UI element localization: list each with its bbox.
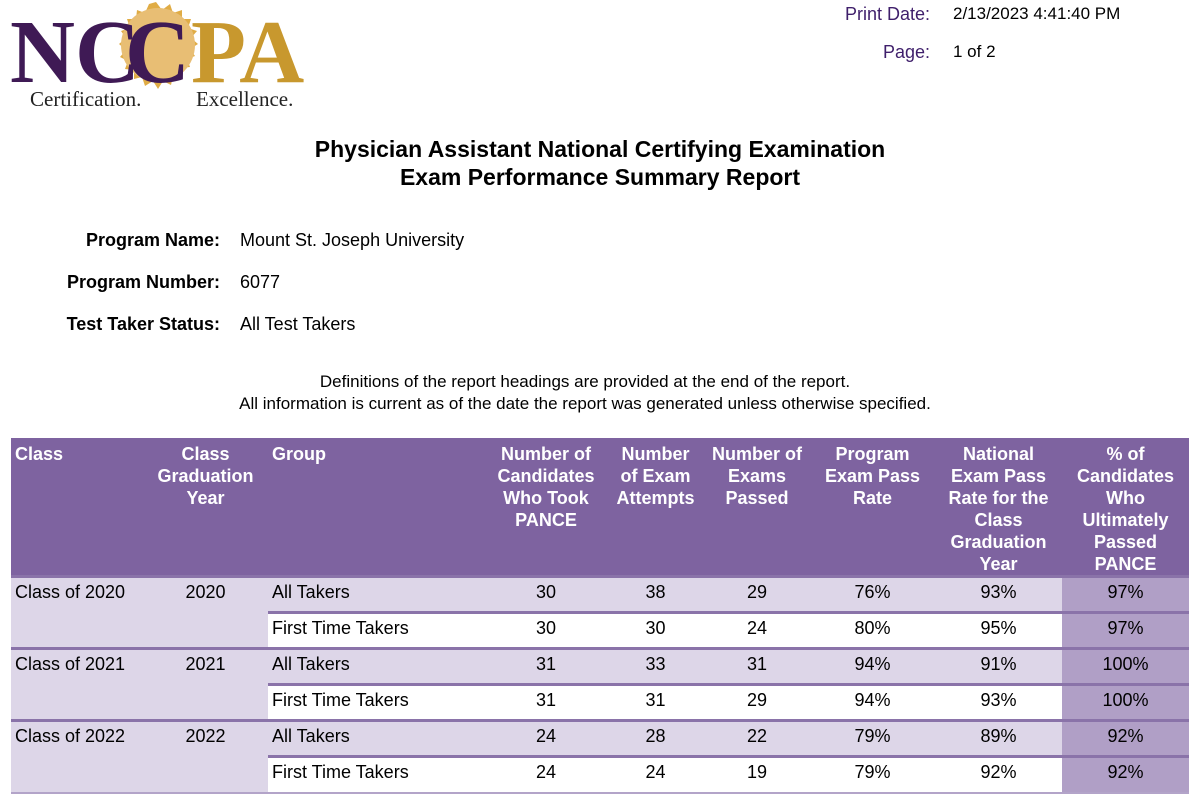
svg-text:Certification.: Certification. [30, 87, 141, 111]
test-taker-status-label: Test Taker Status: [66, 314, 220, 334]
national-rate: 93% [935, 575, 1062, 613]
test-taker-status-row: Test Taker Status: All Test Takers [0, 314, 700, 338]
header-program-rate: Program Exam Pass Rate [810, 438, 935, 577]
print-date-label: Print Date: [844, 4, 930, 24]
report-title-line1: Physician Assistant National Certifying … [314, 136, 886, 162]
program-rate: 94% [810, 647, 935, 685]
ultimately-passed: 97% [1062, 575, 1189, 613]
svg-text:Excellence.: Excellence. [196, 87, 293, 111]
program-name-row: Program Name: Mount St. Joseph Universit… [0, 230, 700, 254]
program-rate: 79% [810, 719, 935, 757]
table-row: Class of 2022 2022 All Takers 24 28 22 7… [11, 719, 1189, 794]
attempts: 28 [607, 719, 704, 757]
class-name: Class of 2021 [11, 647, 143, 721]
header-passed: Number of Exams Passed [704, 438, 810, 577]
attempts: 24 [607, 755, 704, 794]
candidates: 30 [485, 575, 607, 613]
program-rate: 94% [810, 683, 935, 721]
seal-icon [119, 2, 198, 89]
svg-text:PA: PA [191, 3, 304, 102]
table-row: First Time Takers 31 31 29 94% 93% 100% [11, 683, 1189, 721]
page-row: Page: 1 of 2 [820, 42, 1200, 66]
attempts: 38 [607, 575, 704, 613]
header-graduation-year: Class Graduation Year [143, 438, 268, 577]
passed: 24 [704, 611, 810, 649]
group: First Time Takers [268, 611, 485, 649]
ultimately-passed: 97% [1062, 611, 1189, 649]
graduation-year: 2020 [143, 575, 268, 649]
attempts: 33 [607, 647, 704, 685]
class-name: Class of 2022 [11, 719, 143, 794]
group: All Takers [268, 719, 485, 757]
test-taker-status-value: All Test Takers [240, 314, 356, 334]
header-class: Class [11, 438, 143, 577]
program-name-value: Mount St. Joseph University [240, 230, 465, 250]
report-title: Physician Assistant National Certifying … [0, 135, 1200, 191]
national-rate: 91% [935, 647, 1062, 685]
candidates: 31 [485, 683, 607, 721]
table-row: First Time Takers 30 30 24 80% 95% 97% [11, 611, 1189, 649]
table-header-row: Class Class Graduation Year Group Number… [11, 438, 1189, 577]
program-rate: 79% [810, 755, 935, 794]
report-notes: Definitions of the report headings are p… [0, 371, 1170, 415]
group: First Time Takers [268, 755, 485, 794]
national-rate: 95% [935, 611, 1062, 649]
candidates: 24 [485, 755, 607, 794]
graduation-year: 2022 [143, 719, 268, 794]
candidates: 30 [485, 611, 607, 649]
program-rate: 76% [810, 575, 935, 613]
header-attempts: Number of Exam Attempts [607, 438, 704, 577]
header-national-rate: National Exam Pass Rate for the Class Gr… [935, 438, 1062, 577]
report-title-line2: Exam Performance Summary Report [399, 164, 801, 190]
attempts: 30 [607, 611, 704, 649]
passed: 31 [704, 647, 810, 685]
notes-line2: All information is current as of the dat… [239, 394, 931, 413]
header-group: Group [268, 438, 485, 577]
page-label: Page: [882, 42, 930, 62]
national-rate: 89% [935, 719, 1062, 757]
header-ultimately-passed: % of Candidates Who Ultimately Passed PA… [1062, 438, 1189, 577]
print-date-row: Print Date: 2/13/2023 4:41:40 PM [820, 4, 1200, 28]
program-number-label: Program Number: [66, 272, 220, 292]
passed: 29 [704, 575, 810, 613]
candidates: 24 [485, 719, 607, 757]
performance-table: Class Class Graduation Year Group Number… [11, 438, 1189, 794]
program-name-label: Program Name: [85, 230, 220, 250]
program-rate: 80% [810, 611, 935, 649]
notes-line1: Definitions of the report headings are p… [319, 372, 851, 391]
table-row: First Time Takers 24 24 19 79% 92% 92% [11, 755, 1189, 794]
ultimately-passed: 100% [1062, 683, 1189, 721]
national-rate: 92% [935, 755, 1062, 794]
group: All Takers [268, 575, 485, 613]
passed: 29 [704, 683, 810, 721]
nccpa-logo: NC C PA Certification. Excellence. [8, 0, 328, 112]
attempts: 31 [607, 683, 704, 721]
ultimately-passed: 92% [1062, 719, 1189, 757]
svg-text:NC: NC [10, 3, 140, 102]
page-value: 1 of 2 [953, 42, 996, 61]
ultimately-passed: 100% [1062, 647, 1189, 685]
national-rate: 93% [935, 683, 1062, 721]
svg-text:C: C [125, 3, 190, 102]
class-name: Class of 2020 [11, 575, 143, 649]
table-row: Class of 2020 2020 All Takers 30 38 29 7… [11, 575, 1189, 649]
print-date-value: 2/13/2023 4:41:40 PM [953, 4, 1121, 23]
candidates: 31 [485, 647, 607, 685]
program-number-value: 6077 [240, 272, 281, 292]
ultimately-passed: 92% [1062, 755, 1189, 794]
group: First Time Takers [268, 683, 485, 721]
graduation-year: 2021 [143, 647, 268, 721]
group: All Takers [268, 647, 485, 685]
header-candidates: Number of Candidates Who Took PANCE [485, 438, 607, 577]
program-number-row: Program Number: 6077 [0, 272, 700, 296]
table-row: Class of 2021 2021 All Takers 31 33 31 9… [11, 647, 1189, 721]
passed: 19 [704, 755, 810, 794]
passed: 22 [704, 719, 810, 757]
